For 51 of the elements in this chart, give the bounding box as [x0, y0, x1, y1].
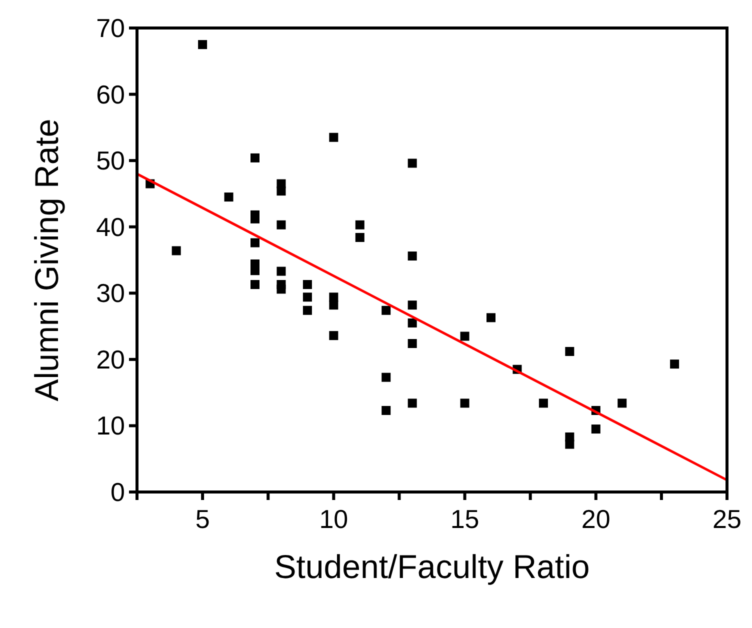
- point: [486, 313, 496, 322]
- point: [250, 280, 260, 290]
- point: [565, 440, 574, 449]
- y-tick-label: 40: [96, 212, 125, 242]
- point: [408, 158, 417, 168]
- point: [302, 280, 312, 290]
- point: [408, 339, 417, 348]
- point: [460, 398, 470, 408]
- point: [382, 406, 391, 415]
- point: [538, 398, 548, 408]
- point: [224, 192, 234, 202]
- point: [618, 398, 627, 408]
- point: [302, 306, 312, 315]
- point: [565, 346, 574, 356]
- y-axis-title: Alumni Giving Rate: [28, 118, 65, 402]
- point: [408, 252, 417, 261]
- point: [382, 372, 391, 382]
- point: [408, 318, 417, 328]
- y-tick-label: 20: [96, 344, 125, 374]
- point: [408, 300, 417, 310]
- x-axis-title: Student/Faculty Ratio: [274, 548, 590, 585]
- point: [276, 266, 286, 276]
- point: [276, 284, 286, 294]
- point: [329, 132, 338, 142]
- y-tick-label: 50: [96, 146, 125, 176]
- point: [250, 153, 260, 162]
- point: [670, 360, 680, 369]
- y-tick-label: 10: [96, 410, 125, 441]
- point: [329, 331, 338, 340]
- point: [276, 220, 286, 230]
- point: [329, 300, 338, 310]
- x-tick-label: 10: [319, 504, 348, 534]
- point: [460, 332, 470, 341]
- y-tick-label: 70: [96, 13, 125, 43]
- y-tick-label: 0: [110, 477, 125, 507]
- point: [276, 186, 286, 196]
- point: [355, 220, 364, 230]
- point: [408, 398, 417, 408]
- point: [250, 238, 260, 248]
- x-tick-label: 15: [450, 504, 480, 534]
- point: [198, 40, 208, 50]
- y-tick-label: 30: [96, 278, 125, 308]
- x-tick-label: 25: [712, 504, 742, 534]
- y-tick-label: 60: [96, 79, 125, 110]
- point: [591, 424, 600, 434]
- point: [172, 246, 181, 256]
- point: [382, 306, 391, 315]
- point: [302, 292, 312, 302]
- x-tick-label: 20: [581, 504, 610, 534]
- x-tick-label: 5: [195, 504, 210, 534]
- point: [355, 232, 364, 242]
